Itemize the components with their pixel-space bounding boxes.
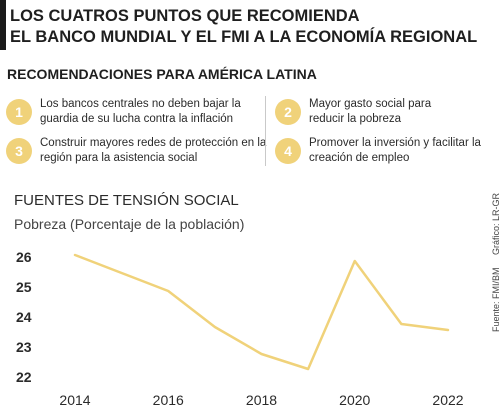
title-accent-bar [0, 0, 6, 50]
y-tick-label-22: 22 [16, 369, 32, 385]
recommendation-text-2: Mayor gasto social para reducir la pobre… [309, 97, 431, 127]
recommendation-2: 2 Mayor gasto social para reducir la pob… [275, 97, 431, 127]
credits: Fuente: FMI/BM Gráfico: LR-GR [491, 193, 500, 332]
number-badge-1: 1 [6, 99, 32, 125]
title-line-1: LOS CUATROS PUNTOS QUE RECOMIENDA [10, 7, 360, 25]
recommendation-2-line-2: reducir la pobreza [309, 113, 402, 125]
x-tick-label-2022: 2022 [432, 392, 464, 408]
recommendations-heading: RECOMENDACIONES PARA AMÉRICA LATINA [7, 66, 317, 82]
recommendation-4-line-2: creación de empleo [309, 152, 410, 164]
recommendation-text-4: Promover la inversión y facilitar la cre… [309, 136, 481, 166]
recommendation-3: 3 Construir mayores redes de protección … [6, 136, 266, 166]
x-tick-label-2018: 2018 [245, 392, 278, 408]
x-tick-label-2020: 2020 [339, 392, 371, 408]
column-divider [265, 96, 266, 166]
x-tick-label-2014: 2014 [59, 392, 91, 408]
series-line [73, 253, 450, 371]
number-badge-2: 2 [275, 99, 301, 125]
recommendation-2-line-1: Mayor gasto social para [309, 98, 432, 110]
title-line-2: EL BANCO MUNDIAL Y EL FMI A LA ECONOMÍA … [10, 28, 478, 46]
y-tick-label-26: 26 [16, 249, 32, 265]
number-badge-3: 3 [6, 138, 32, 164]
chart-title: Pobreza (Porcentaje de la población) [14, 216, 245, 232]
recommendation-1-line-1: Los bancos centrales no deben bajar la [40, 98, 241, 110]
recommendation-text-3: Construir mayores redes de protección en… [40, 136, 266, 166]
source-label: Fuente: FMI/BM [491, 267, 500, 332]
y-tick-label-25: 25 [16, 279, 32, 295]
x-tick-label-2016: 2016 [152, 392, 184, 408]
y-tick-label-24: 24 [16, 309, 32, 325]
recommendation-text-1: Los bancos centrales no deben bajar la g… [40, 97, 241, 127]
number-badge-4: 4 [275, 138, 301, 164]
data-points [74, 254, 449, 370]
recommendation-4: 4 Promover la inversión y facilitar la c… [275, 136, 481, 166]
section-title: FUENTES DE TENSIÓN SOCIAL [14, 192, 239, 209]
graphic-credit: Gráfico: LR-GR [491, 192, 500, 255]
recommendation-4-line-1: Promover la inversión y facilitar la [309, 137, 481, 149]
recommendation-1-line-2: guardia de su lucha contra la inflación [40, 113, 234, 125]
recommendation-3-line-1: Construir mayores redes de protección en… [40, 137, 267, 149]
recommendation-1: 1 Los bancos centrales no deben bajar la… [6, 97, 241, 127]
y-tick-label-23: 23 [16, 339, 32, 355]
page-title: LOS CUATROS PUNTOS QUE RECOMIENDA EL BAN… [10, 6, 477, 48]
recommendation-3-line-2: región para la asistencia social [40, 152, 198, 164]
